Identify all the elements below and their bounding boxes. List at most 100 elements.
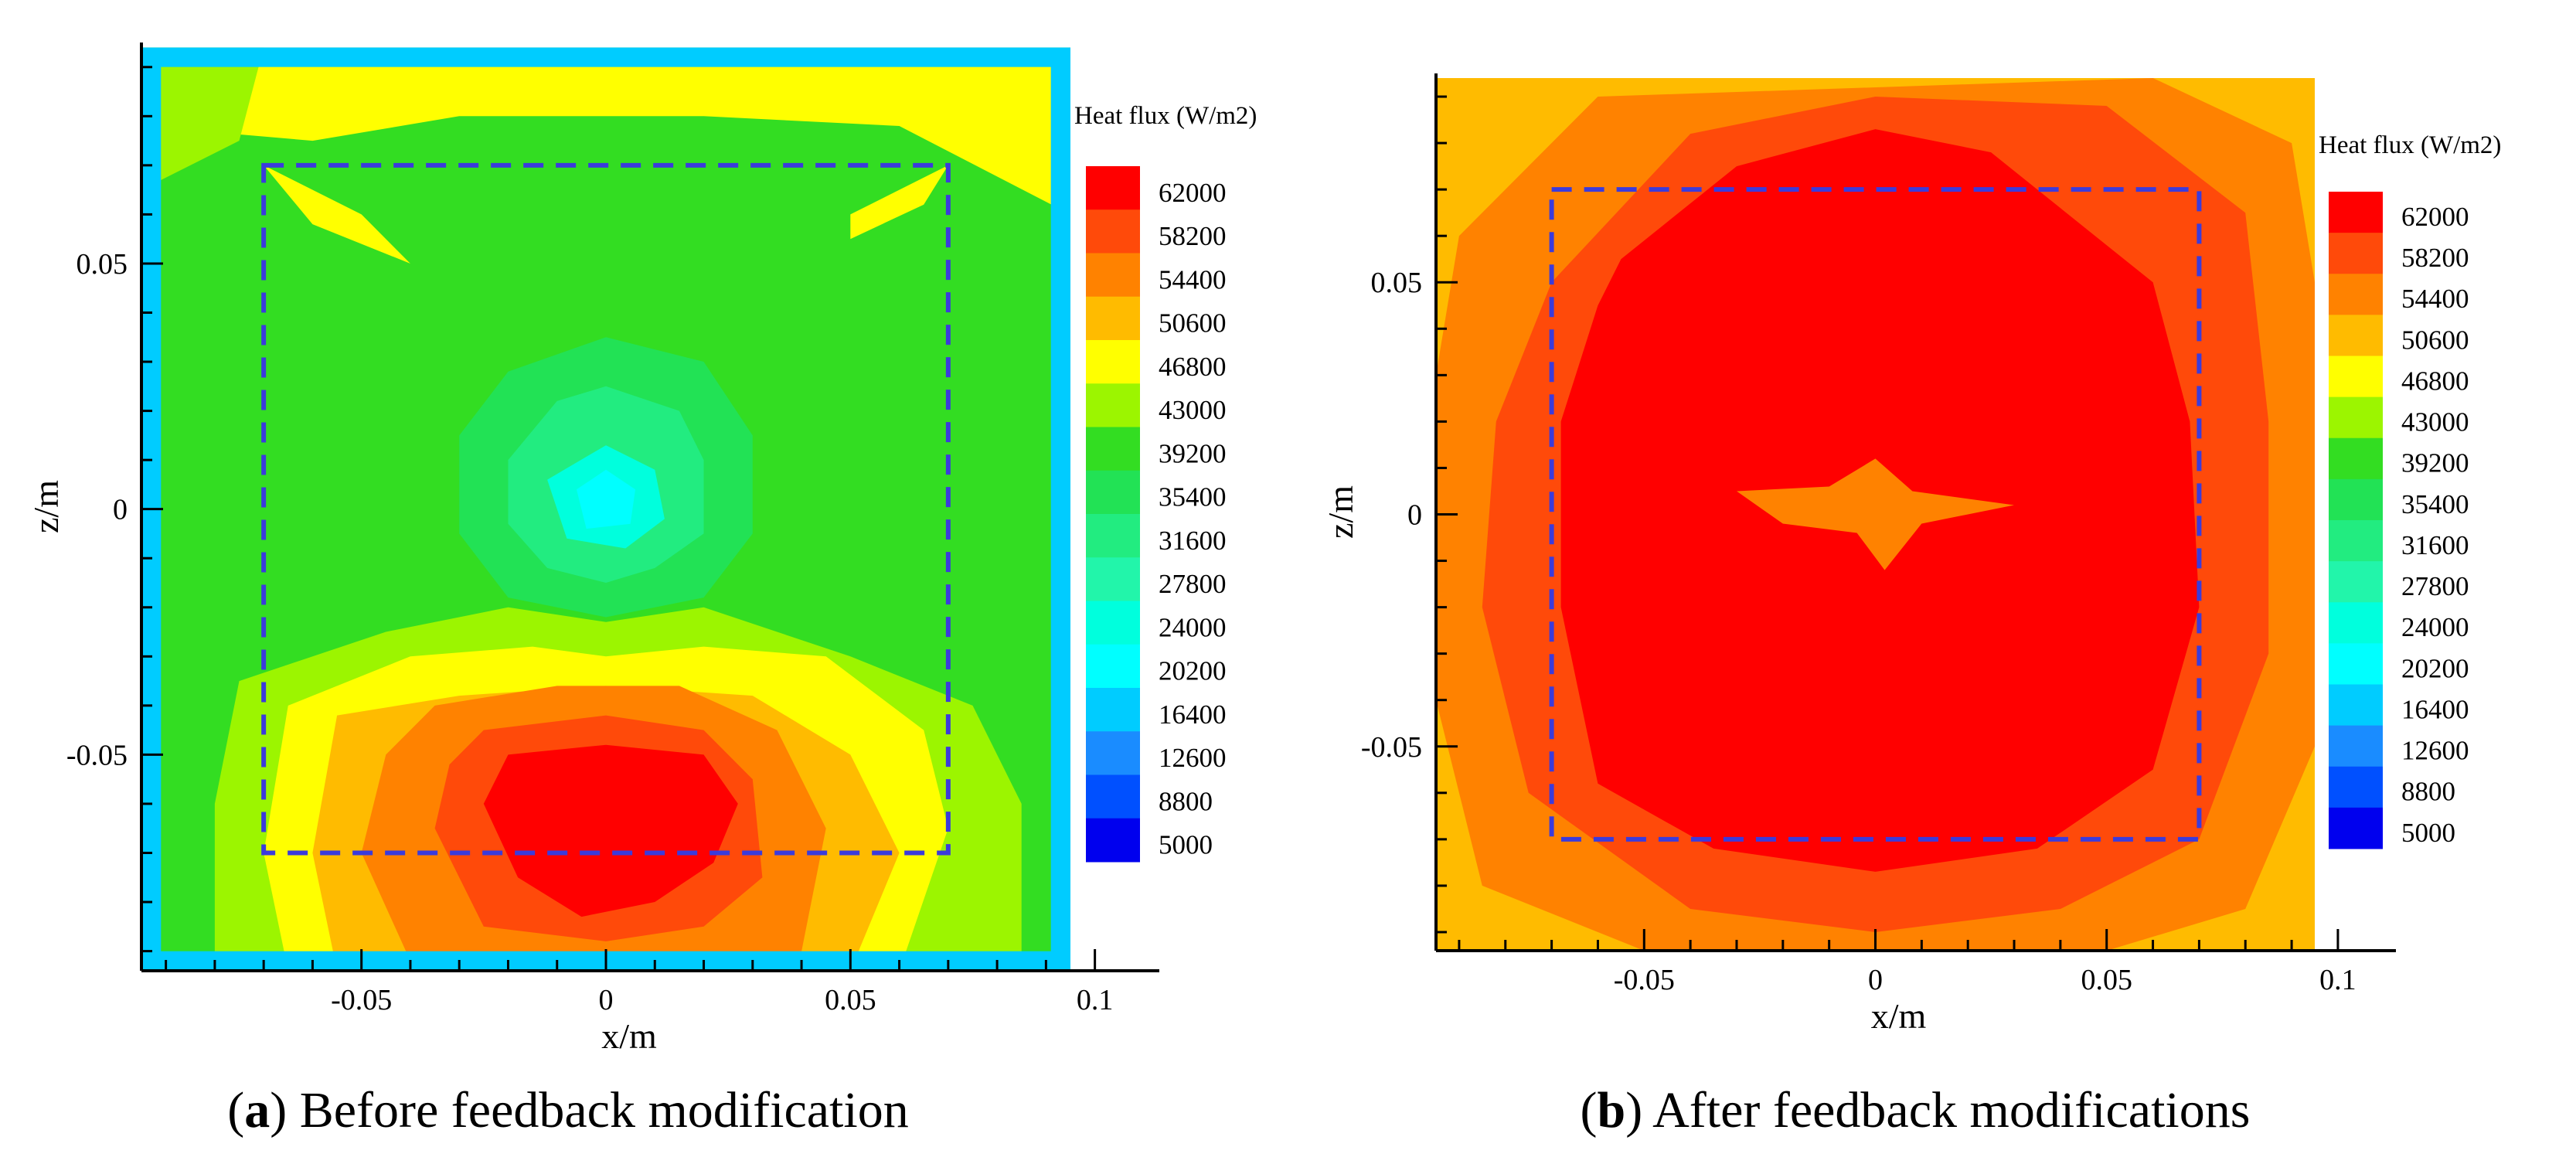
colorbar-swatch bbox=[1086, 296, 1140, 341]
colorbar-label: 50600 bbox=[1159, 308, 1227, 339]
colorbar-label: 50600 bbox=[2401, 325, 2469, 355]
x-tick-label: 0.05 bbox=[825, 984, 876, 1016]
caption-close-paren: ) bbox=[1625, 1082, 1642, 1138]
caption-text: Before feedback modification bbox=[287, 1082, 908, 1138]
panel-caption: (b) After feedback modifications bbox=[1581, 1082, 2251, 1138]
x-tick-label: 0.05 bbox=[2081, 964, 2132, 996]
caption-letter: a bbox=[244, 1082, 270, 1138]
colorbar-label: 39200 bbox=[2401, 448, 2469, 478]
panel-b-chart: -0.05 0 0.05 0.1 -0.05 0 0.05 x/m z/m Heat flu… bbox=[1321, 73, 2501, 1138]
caption-close-paren: ) bbox=[270, 1082, 287, 1138]
colorbar-swatch bbox=[2329, 397, 2383, 439]
colorbar-swatch bbox=[1086, 644, 1140, 689]
colorbar-label: 12600 bbox=[1159, 743, 1227, 773]
contour-patch-43000 bbox=[141, 47, 264, 190]
contour-patch-20200 bbox=[577, 469, 635, 529]
caption-open-paren: ( bbox=[227, 1082, 244, 1138]
y-tick-label: 0.05 bbox=[1371, 267, 1423, 299]
panel-a-chart: -0.05 0 0.05 0.1 -0.05 0 0.05 x/m z/m Heat flu… bbox=[26, 43, 1257, 1138]
colorbar-label: 31600 bbox=[2401, 530, 2469, 560]
colorbar-label: 24000 bbox=[2401, 612, 2469, 642]
colorbar-swatch bbox=[1086, 383, 1140, 427]
colorbar-label: 27800 bbox=[1159, 569, 1227, 599]
y-tick-label: -0.05 bbox=[1361, 731, 1422, 764]
colorbar-label: 46800 bbox=[1159, 352, 1227, 382]
colorbar-label: 62000 bbox=[1159, 178, 1227, 208]
colorbar-label: 58200 bbox=[1159, 221, 1227, 251]
dashed-box bbox=[261, 162, 951, 856]
dashed-region-box bbox=[261, 162, 951, 856]
colorbar-swatch bbox=[2329, 561, 2383, 603]
colorbar-label: 8800 bbox=[2401, 777, 2455, 807]
colorbar-label: 35400 bbox=[1159, 482, 1227, 512]
y-tick-label: 0 bbox=[1407, 499, 1422, 532]
ticks: -0.05 0 0.05 0.1 -0.05 0 0.05 bbox=[1361, 95, 2357, 996]
x-tick-label: -0.05 bbox=[1614, 964, 1675, 996]
colorbar-swatch bbox=[2329, 602, 2383, 644]
colorbar-swatch bbox=[2329, 315, 2383, 356]
x-axis-label: x/m bbox=[601, 1016, 657, 1056]
colorbar-swatch bbox=[2329, 274, 2383, 315]
caption-text: After feedback modifications bbox=[1642, 1082, 2250, 1138]
colorbar-swatch bbox=[2329, 725, 2383, 767]
colorbar-label: 54400 bbox=[1159, 264, 1227, 294]
contour-patch-62000 bbox=[483, 744, 738, 917]
colorbar-swatch bbox=[1086, 818, 1140, 863]
caption-letter: b bbox=[1598, 1082, 1626, 1138]
colorbar-label: 27800 bbox=[2401, 571, 2469, 601]
contour-patch-46800 bbox=[850, 165, 948, 240]
contour-patch-46800 bbox=[141, 47, 1070, 215]
colorbar-swatch bbox=[2329, 233, 2383, 274]
colorbar-swatch bbox=[1086, 514, 1140, 558]
colorbar-swatch bbox=[2329, 437, 2383, 480]
y-axis-label: z/m bbox=[1321, 485, 1360, 539]
panel-caption: (a) Before feedback modification bbox=[227, 1082, 908, 1138]
x-tick-label: 0 bbox=[1868, 964, 1883, 996]
ticks: -0.05 0 0.05 0.1 -0.05 0 0.05 bbox=[66, 66, 1113, 1016]
colorbar-swatch bbox=[1086, 340, 1140, 384]
caption-open-paren: ( bbox=[1581, 1082, 1598, 1138]
colorbar-swatch bbox=[1086, 601, 1140, 645]
contour-patch-54400 bbox=[1737, 458, 2014, 570]
colorbar-label: 16400 bbox=[1159, 699, 1227, 730]
colorbar-swatch bbox=[2329, 478, 2383, 521]
colorbar: 62000 58200 54400 50600 46800 43000 39200 35400… bbox=[1086, 166, 1227, 863]
x-tick-label: 0 bbox=[599, 984, 614, 1016]
colorbar-swatch bbox=[1086, 166, 1140, 210]
colorbar-swatch bbox=[1086, 470, 1140, 515]
colorbar-swatch bbox=[1086, 774, 1140, 819]
colorbar-label: 12600 bbox=[2401, 736, 2469, 766]
colorbar-label: 54400 bbox=[2401, 284, 2469, 314]
y-tick-label: 0.05 bbox=[77, 248, 128, 281]
contour-field bbox=[1436, 78, 2315, 951]
y-tick-label: 0 bbox=[113, 494, 128, 526]
colorbar-swatch bbox=[1086, 209, 1140, 254]
colorbar-swatch bbox=[2329, 520, 2383, 562]
axes bbox=[1434, 73, 2396, 952]
colorbar: 62000 58200 54400 50600 46800 43000 39200 35400… bbox=[2329, 192, 2469, 849]
x-axis-label: x/m bbox=[1871, 996, 1927, 1036]
colorbar-label: 46800 bbox=[2401, 366, 2469, 396]
colorbar-label: 58200 bbox=[2401, 243, 2469, 273]
colorbar-label: 8800 bbox=[1159, 786, 1213, 816]
colorbar-label: 5000 bbox=[1159, 830, 1213, 860]
y-tick-label: -0.05 bbox=[66, 739, 128, 771]
colorbar-swatch bbox=[2329, 192, 2383, 233]
colorbar-label: 43000 bbox=[2401, 407, 2469, 437]
colorbar-label: 35400 bbox=[2401, 489, 2469, 519]
colorbar-swatch bbox=[2329, 766, 2383, 808]
colorbar-swatch bbox=[2329, 684, 2383, 727]
colorbar-swatch bbox=[1086, 427, 1140, 471]
legend-title: Heat flux (W/m2) bbox=[2319, 131, 2501, 159]
colorbar-swatch bbox=[1086, 688, 1140, 732]
colorbar-label: 20200 bbox=[2401, 653, 2469, 683]
colorbar-label: 24000 bbox=[1159, 612, 1227, 642]
contour-field bbox=[141, 47, 1070, 972]
colorbar-label: 43000 bbox=[1159, 395, 1227, 425]
colorbar-label: 16400 bbox=[2401, 694, 2469, 724]
colorbar-label: 20200 bbox=[1159, 656, 1227, 686]
colorbar-label: 39200 bbox=[1159, 438, 1227, 468]
colorbar-label: 31600 bbox=[1159, 526, 1227, 556]
colorbar-label: 62000 bbox=[2401, 202, 2469, 232]
